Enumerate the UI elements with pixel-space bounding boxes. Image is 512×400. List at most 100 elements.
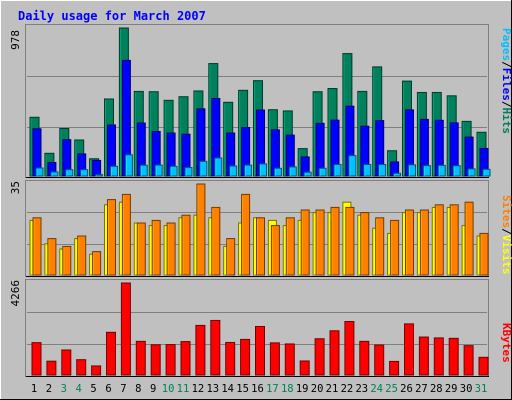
x-tick-label-day-21: 21 xyxy=(326,383,339,395)
x-tick-label-day-18: 18 xyxy=(281,383,294,395)
legend-sep: / xyxy=(500,228,512,235)
visits-sites-bar-sites-day-16 xyxy=(256,217,265,276)
x-tick-label-day-20: 20 xyxy=(311,383,324,395)
kbytes-bar-kbytes-day-23 xyxy=(359,340,370,376)
hits-files-pages-bar-pages-day-27 xyxy=(422,165,431,177)
kbytes-bar-kbytes-day-31 xyxy=(478,356,489,376)
kbytes-bar-kbytes-day-13 xyxy=(210,319,221,376)
kbytes-bar-kbytes-day-12 xyxy=(195,324,206,376)
kbytes-bar-kbytes-day-9 xyxy=(150,344,161,376)
kbytes-bar-kbytes-day-24 xyxy=(374,344,385,376)
hits-files-pages-bar-pages-day-8 xyxy=(139,164,148,177)
x-tick-label-day-3: 3 xyxy=(61,383,67,395)
x-tick-label-day-22: 22 xyxy=(341,383,354,395)
visits-sites-bar-sites-day-8 xyxy=(136,222,146,276)
hits-files-pages-bar-pages-day-29 xyxy=(452,165,461,177)
x-tick-label-day-14: 14 xyxy=(221,383,234,395)
visits-sites-bar-sites-day-31 xyxy=(479,232,489,276)
visits-sites-bar-sites-day-15 xyxy=(241,193,251,276)
kbytes-bar-kbytes-day-30 xyxy=(463,345,474,376)
visits-sites-bar-sites-day-25 xyxy=(390,219,400,276)
kbytes-bar-kbytes-day-25 xyxy=(389,360,400,376)
visits-sites-bar-sites-day-3 xyxy=(62,245,72,276)
visits-sites-bar-sites-day-22 xyxy=(345,206,355,276)
hits-files-pages-bar-pages-day-4 xyxy=(80,169,89,177)
chart-title: Daily usage for March 2007 xyxy=(18,9,206,23)
hits-files-pages-bar-pages-day-30 xyxy=(467,168,476,177)
visits-sites-bar-sites-day-7 xyxy=(121,193,131,276)
hits-files-pages-bar-pages-day-31 xyxy=(482,168,491,177)
visits-sites-bar-sites-day-23 xyxy=(360,212,370,276)
ymax-label-hits: 978 xyxy=(9,30,22,50)
kbytes-bar-kbytes-day-18 xyxy=(284,343,295,376)
legend-sites-visits: Sites/Visits xyxy=(500,195,512,275)
legend-sep: / xyxy=(500,101,512,108)
legend-visits: Visits xyxy=(500,235,512,275)
legend-kbytes: KBytes xyxy=(500,323,512,363)
x-tick-label-day-30: 30 xyxy=(460,383,473,395)
kbytes-bar-kbytes-day-1 xyxy=(31,342,42,376)
hits-files-pages-bar-pages-day-2 xyxy=(50,171,59,177)
visits-sites-bar-sites-day-13 xyxy=(211,206,221,276)
visits-sites-bar-sites-day-24 xyxy=(375,217,385,276)
kbytes-bar-kbytes-day-16 xyxy=(255,325,265,376)
visits-sites-bar-sites-day-27 xyxy=(419,209,429,276)
hits-files-pages-bar-pages-day-24 xyxy=(378,163,387,177)
x-tick-label-day-13: 13 xyxy=(206,383,219,395)
x-tick-label-day-26: 26 xyxy=(400,383,413,395)
x-tick-label-day-28: 28 xyxy=(430,383,443,395)
kbytes-panel xyxy=(25,279,489,377)
visits-sites-bar-sites-day-29 xyxy=(449,204,459,276)
visits-sites-bar-sites-day-19 xyxy=(300,209,310,276)
kbytes-bar-kbytes-day-2 xyxy=(46,360,57,376)
kbytes-bar-kbytes-day-21 xyxy=(329,330,340,376)
x-tick-label-day-31: 31 xyxy=(475,383,488,395)
x-tick-label-day-27: 27 xyxy=(415,383,428,395)
hits-files-pages-bar-pages-day-14 xyxy=(229,165,238,177)
kbytes-bar-kbytes-day-26 xyxy=(404,323,414,376)
kbytes-bar-kbytes-day-22 xyxy=(344,321,355,376)
x-tick-label-day-1: 1 xyxy=(31,383,37,395)
hits-files-pages-bar-pages-day-22 xyxy=(348,155,357,177)
legend-files: Files xyxy=(500,68,512,101)
x-tick-label-day-8: 8 xyxy=(135,383,141,395)
x-tick-label-day-6: 6 xyxy=(105,383,111,395)
visits-sites-bar-sites-day-28 xyxy=(434,204,444,276)
x-tick-label-day-23: 23 xyxy=(355,383,368,395)
legend-hits: Hits xyxy=(500,108,512,135)
kbytes-bar-kbytes-day-6 xyxy=(106,331,116,376)
visits-sites-bar-sites-day-14 xyxy=(226,238,236,276)
kbytes-bar-kbytes-day-7 xyxy=(120,282,131,376)
visits-sites-bar-sites-day-2 xyxy=(47,238,57,276)
hits-files-pages-bar-pages-day-19 xyxy=(303,171,312,177)
x-tick-label-day-4: 4 xyxy=(76,383,82,395)
kbytes-bar-kbytes-day-4 xyxy=(76,359,87,376)
hits-files-pages-bar-pages-day-13 xyxy=(214,157,223,177)
kbytes-bar-kbytes-day-10 xyxy=(165,344,176,376)
visits-sites-bar-sites-day-17 xyxy=(270,225,280,276)
hits-files-pages-bar-pages-day-26 xyxy=(408,164,416,177)
legend-pages: Pages xyxy=(500,28,512,61)
legend-sep: / xyxy=(500,61,512,68)
hits-files-pages-bar-pages-day-7 xyxy=(124,154,133,177)
kbytes-bar-kbytes-day-15 xyxy=(240,338,251,376)
kbytes-bar-kbytes-day-11 xyxy=(180,341,191,376)
ymax-label-visits: 35 xyxy=(9,181,22,194)
legend-sites: Sites xyxy=(500,195,512,228)
visits-sites-bar-sites-day-10 xyxy=(166,222,176,276)
kbytes-bar-kbytes-day-5 xyxy=(91,365,102,376)
visits-sites-bar-sites-day-21 xyxy=(330,206,340,276)
visits-sites-bar-sites-day-5 xyxy=(92,251,102,276)
x-tick-label-day-15: 15 xyxy=(236,383,249,395)
visits-sites-bar-sites-day-20 xyxy=(315,209,325,276)
kbytes-bar-kbytes-day-19 xyxy=(299,360,310,376)
hits-files-pages-bar-pages-day-23 xyxy=(363,163,372,177)
kbytes-bar-kbytes-day-17 xyxy=(269,342,280,376)
hits-files-pages-bar-pages-day-28 xyxy=(437,164,446,177)
x-tick-label-day-19: 19 xyxy=(296,383,309,395)
x-tick-label-day-11: 11 xyxy=(177,383,190,395)
visits-sites-bar-sites-day-26 xyxy=(405,209,414,276)
legend-pages-files-hits: Pages/Files/Hits xyxy=(500,28,512,134)
visits-sites-panel xyxy=(25,180,489,277)
